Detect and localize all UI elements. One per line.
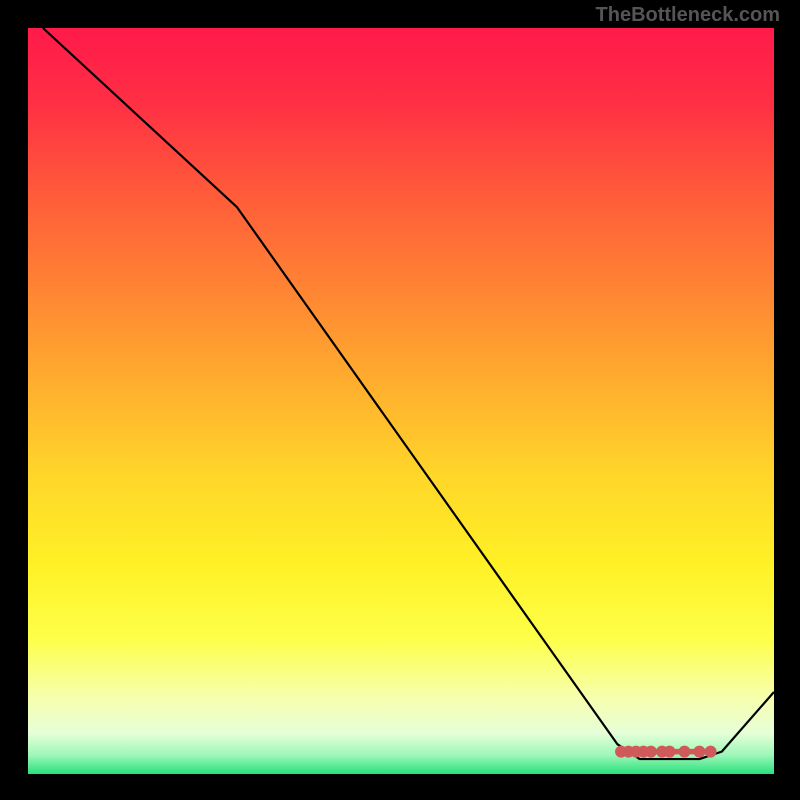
main-line [43, 28, 774, 759]
chart-container: TheBottleneck.com [0, 0, 800, 800]
chart-overlay [28, 28, 774, 774]
marker-cluster [615, 746, 717, 758]
watermark-text: TheBottleneck.com [596, 4, 780, 27]
plot-area [28, 28, 774, 774]
